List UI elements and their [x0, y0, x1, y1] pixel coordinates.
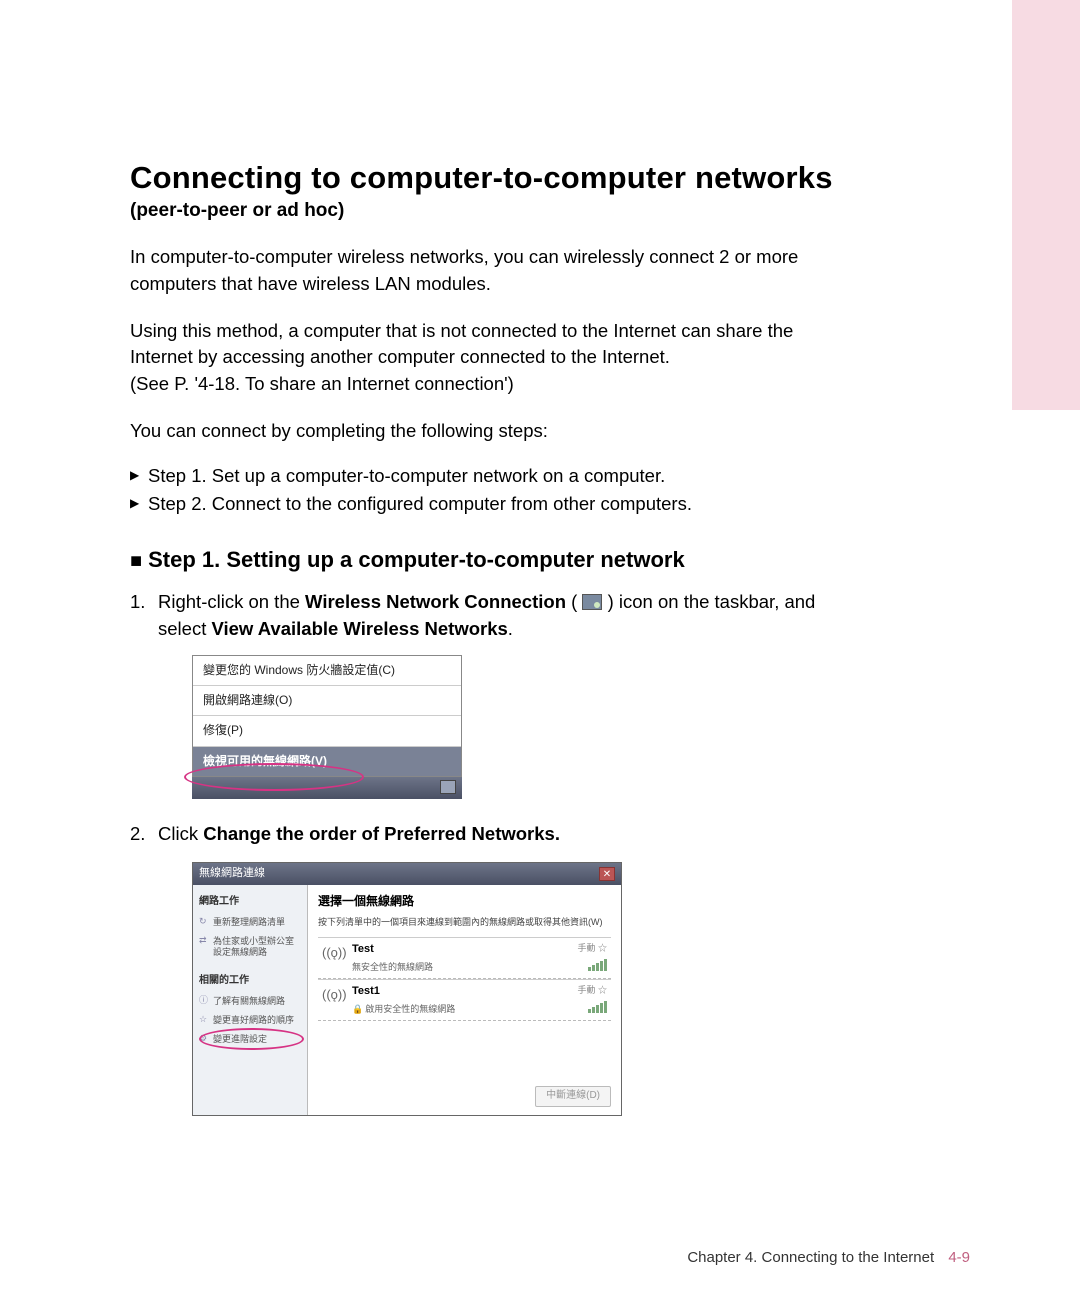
- network-row-test: ((ǫ)) Test 無安全性的無線網路 手動 ☆: [318, 937, 611, 979]
- network-name: Test: [352, 942, 557, 958]
- paragraph-1: In computer-to-computer wireless network…: [130, 244, 860, 298]
- ctx-item-repair: 修復(P): [193, 716, 461, 746]
- sidebar-link-advanced: ⚙變更進階設定: [199, 1030, 301, 1049]
- footer-chapter: Chapter 4. Connecting to the Internet: [687, 1249, 934, 1266]
- step1-heading: ■Step 1. Setting up a computer-to-comput…: [130, 547, 860, 573]
- instruction-2-number: 2.: [130, 821, 145, 848]
- ctx-item-view-networks: 檢視可用的無線網路(V): [193, 747, 461, 776]
- network-row-test1: ((ǫ)) Test1 🔒啟用安全性的無線網路 手動 ☆: [318, 979, 611, 1021]
- network-name: Test1: [352, 984, 557, 1000]
- tray-wireless-icon: [440, 780, 456, 794]
- signal-bars-icon: [587, 1000, 607, 1013]
- sidebar-head-tasks: 網路工作: [199, 895, 301, 910]
- network-badge: 手動 ☆: [565, 942, 607, 955]
- wireless-dialog-screenshot: 無線網路連線 ✕ 網路工作 ↻重新整理網路清單 ⇄為住家或小型辦公室設定無線網路…: [192, 862, 622, 1116]
- sidebar-link-order: ☆變更喜好網路的順序: [199, 1011, 301, 1030]
- network-desc: 無安全性的無線網路: [352, 961, 557, 974]
- context-menu-screenshot: 變更您的 Windows 防火牆設定值(C) 開啟網路連線(O) 修復(P) 檢…: [192, 655, 462, 800]
- dialog-main-title: 選擇一個無線網路: [318, 893, 611, 910]
- instruction-1-number: 1.: [130, 589, 145, 616]
- gear-icon: ⚙: [199, 1033, 207, 1044]
- chapter-tab: [1012, 0, 1080, 410]
- antenna-icon: ((ǫ)): [322, 942, 344, 963]
- refresh-icon: ↻: [199, 916, 207, 927]
- antenna-icon: ((ǫ)): [322, 984, 344, 1005]
- sidebar-link-setup: ⇄為住家或小型辦公室設定無線網路: [199, 932, 301, 962]
- taskbar-strip: [192, 777, 462, 799]
- network-badge: 手動 ☆: [565, 984, 607, 997]
- page-footer: Chapter 4. Connecting to the Internet 4-…: [687, 1249, 970, 1266]
- network-desc: 🔒啟用安全性的無線網路: [352, 1003, 557, 1016]
- paragraph-2b: (See P. '4-18. To share an Internet conn…: [130, 373, 514, 394]
- dialog-sidebar: 網路工作 ↻重新整理網路清單 ⇄為住家或小型辦公室設定無線網路 相關的工作 ⓘ了…: [193, 885, 308, 1115]
- dialog-main: 選擇一個無線網路 按下列清單中的一個項目來連線到範圍內的無線網路或取得其他資訊(…: [308, 885, 621, 1115]
- page-title: Connecting to computer-to-computer netwo…: [130, 160, 860, 196]
- paragraph-2: Using this method, a computer that is no…: [130, 318, 860, 398]
- dialog-title-text: 無線網路連線: [199, 866, 265, 882]
- star-icon: ☆: [199, 1014, 207, 1025]
- signal-bars-icon: [587, 958, 607, 971]
- sidebar-link-learn: ⓘ了解有關無線網路: [199, 992, 301, 1011]
- step1-heading-text: Step 1. Setting up a computer-to-compute…: [148, 547, 685, 572]
- step-bullet-1: Step 1. Set up a computer-to-computer ne…: [130, 465, 860, 487]
- instruction-2-text: Click Change the order of Preferred Netw…: [158, 823, 560, 844]
- instruction-1-text: Right-click on the Wireless Network Conn…: [158, 591, 815, 639]
- setup-icon: ⇄: [199, 935, 207, 946]
- close-icon: ✕: [599, 867, 615, 881]
- page-subtitle: (peer-to-peer or ad hoc): [130, 200, 860, 222]
- ctx-item-firewall: 變更您的 Windows 防火牆設定值(C): [193, 656, 461, 686]
- dialog-titlebar: 無線網路連線 ✕: [193, 863, 621, 885]
- context-menu: 變更您的 Windows 防火牆設定值(C) 開啟網路連線(O) 修復(P) 檢…: [192, 655, 462, 778]
- dialog-main-subtitle: 按下列清單中的一個項目來連線到範圍內的無線網路或取得其他資訊(W): [318, 916, 611, 929]
- page-content: Connecting to computer-to-computer netwo…: [130, 160, 860, 1132]
- lock-icon: 🔒: [352, 1004, 363, 1014]
- disconnect-button: 中斷連線(D): [535, 1086, 611, 1107]
- step-bullet-2: Step 2. Connect to the configured comput…: [130, 493, 860, 515]
- steps-intro: You can connect by completing the follow…: [130, 418, 860, 445]
- sidebar-link-refresh: ↻重新整理網路清單: [199, 913, 301, 932]
- info-icon: ⓘ: [199, 995, 208, 1006]
- wireless-tray-icon: [582, 594, 602, 610]
- instruction-2: 2. Click Change the order of Preferred N…: [130, 821, 860, 1116]
- instruction-1: 1. Right-click on the Wireless Network C…: [130, 589, 860, 799]
- paragraph-2a: Using this method, a computer that is no…: [130, 320, 793, 368]
- ctx-item-open-connections: 開啟網路連線(O): [193, 686, 461, 716]
- sidebar-head-related: 相關的工作: [199, 974, 301, 989]
- footer-page-number: 4-9: [948, 1249, 970, 1266]
